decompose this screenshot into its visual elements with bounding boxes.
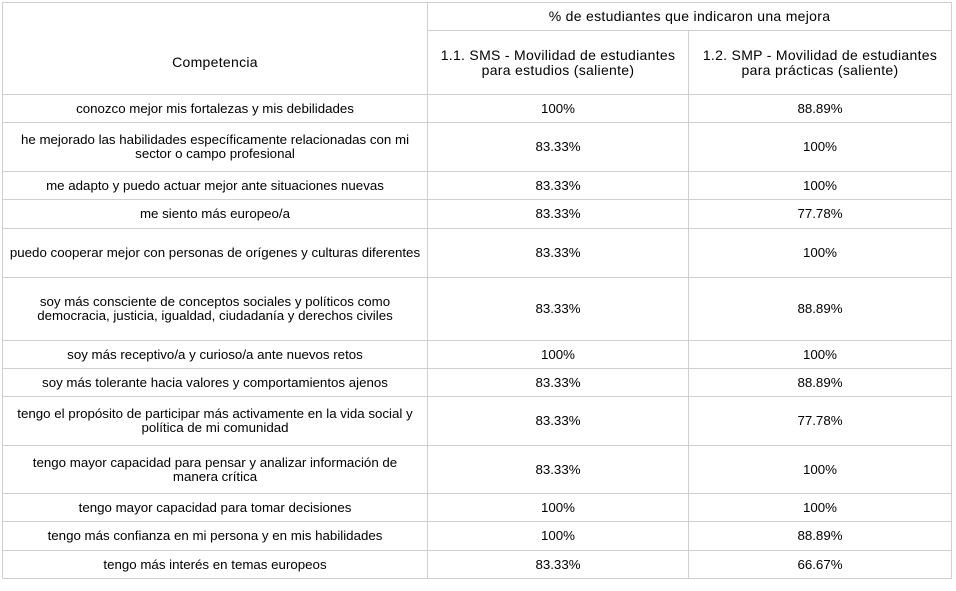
- table-body: conozco mejor mis fortalezas y mis debil…: [2, 94, 952, 579]
- competencia-cell: tengo mayor capacidad para pensar y anal…: [2, 445, 428, 494]
- competencia-cell: soy más tolerante hacia valores y compor…: [2, 368, 428, 397]
- sms-value-cell: 83.33%: [427, 396, 689, 446]
- sms-value-cell: 83.33%: [427, 277, 689, 341]
- header-blank-cell: [2, 2, 428, 31]
- competencia-cell: puedo cooperar mejor con personas de orí…: [2, 228, 428, 278]
- competencia-cell: soy más receptivo/a y curioso/a ante nue…: [2, 340, 428, 369]
- smp-value-cell: 88.89%: [688, 277, 952, 341]
- smp-value-cell: 88.89%: [688, 94, 952, 123]
- competencias-table: % de estudiantes que indicaron una mejor…: [2, 2, 952, 579]
- table-row: me adapto y puedo actuar mejor ante situ…: [2, 171, 952, 200]
- table-row: tengo más interés en temas europeos 83.3…: [2, 550, 952, 579]
- sms-value-cell: 83.33%: [427, 122, 689, 172]
- table-row: puedo cooperar mejor con personas de orí…: [2, 228, 952, 278]
- smp-value-cell: 88.89%: [688, 521, 952, 551]
- table-row: tengo el propósito de participar más act…: [2, 396, 952, 446]
- table-row: conozco mejor mis fortalezas y mis debil…: [2, 94, 952, 123]
- competencia-header: Competencia: [2, 30, 428, 95]
- table-row: he mejorado las habilidades específicame…: [2, 122, 952, 172]
- table-header: % de estudiantes que indicaron una mejor…: [2, 2, 952, 95]
- competencia-cell: me siento más europeo/a: [2, 199, 428, 229]
- sms-value-cell: 83.33%: [427, 199, 689, 229]
- table-row: tengo mayor capacidad para tomar decisio…: [2, 493, 952, 522]
- competencia-cell: tengo más interés en temas europeos: [2, 550, 428, 579]
- table-row: soy más receptivo/a y curioso/a ante nue…: [2, 340, 952, 369]
- header-row-group: % de estudiantes que indicaron una mejor…: [2, 2, 952, 31]
- sms-value-cell: 83.33%: [427, 171, 689, 200]
- competencia-cell: tengo mayor capacidad para tomar decisio…: [2, 493, 428, 522]
- sms-value-cell: 83.33%: [427, 368, 689, 397]
- table-row: soy más consciente de conceptos sociales…: [2, 277, 952, 341]
- competencia-cell: he mejorado las habilidades específicame…: [2, 122, 428, 172]
- competencia-cell: soy más consciente de conceptos sociales…: [2, 277, 428, 341]
- smp-value-cell: 77.78%: [688, 396, 952, 446]
- smp-value-cell: 88.89%: [688, 368, 952, 397]
- smp-value-cell: 100%: [688, 445, 952, 494]
- smp-value-cell: 77.78%: [688, 199, 952, 229]
- table-row: soy más tolerante hacia valores y compor…: [2, 368, 952, 397]
- table-row: me siento más europeo/a 83.33% 77.78%: [2, 199, 952, 229]
- smp-value-cell: 100%: [688, 340, 952, 369]
- sms-value-cell: 83.33%: [427, 550, 689, 579]
- smp-value-cell: 100%: [688, 122, 952, 172]
- sms-value-cell: 100%: [427, 521, 689, 551]
- smp-column-header: 1.2. SMP - Movilidad de estudiantes para…: [688, 30, 952, 95]
- sms-value-cell: 100%: [427, 340, 689, 369]
- sms-value-cell: 83.33%: [427, 228, 689, 278]
- sms-value-cell: 83.33%: [427, 445, 689, 494]
- group-header: % de estudiantes que indicaron una mejor…: [427, 2, 952, 31]
- smp-value-cell: 100%: [688, 228, 952, 278]
- competencia-cell: tengo más confianza en mi persona y en m…: [2, 521, 428, 551]
- table-row: tengo más confianza en mi persona y en m…: [2, 521, 952, 551]
- sms-column-header: 1.1. SMS - Movilidad de estudiantes para…: [427, 30, 689, 95]
- competencia-cell: me adapto y puedo actuar mejor ante situ…: [2, 171, 428, 200]
- smp-value-cell: 100%: [688, 171, 952, 200]
- header-row-columns: Competencia 1.1. SMS - Movilidad de estu…: [2, 30, 952, 95]
- smp-value-cell: 100%: [688, 493, 952, 522]
- competencia-cell: tengo el propósito de participar más act…: [2, 396, 428, 446]
- competencia-cell: conozco mejor mis fortalezas y mis debil…: [2, 94, 428, 123]
- sms-value-cell: 100%: [427, 493, 689, 522]
- table-row: tengo mayor capacidad para pensar y anal…: [2, 445, 952, 494]
- sms-value-cell: 100%: [427, 94, 689, 123]
- smp-value-cell: 66.67%: [688, 550, 952, 579]
